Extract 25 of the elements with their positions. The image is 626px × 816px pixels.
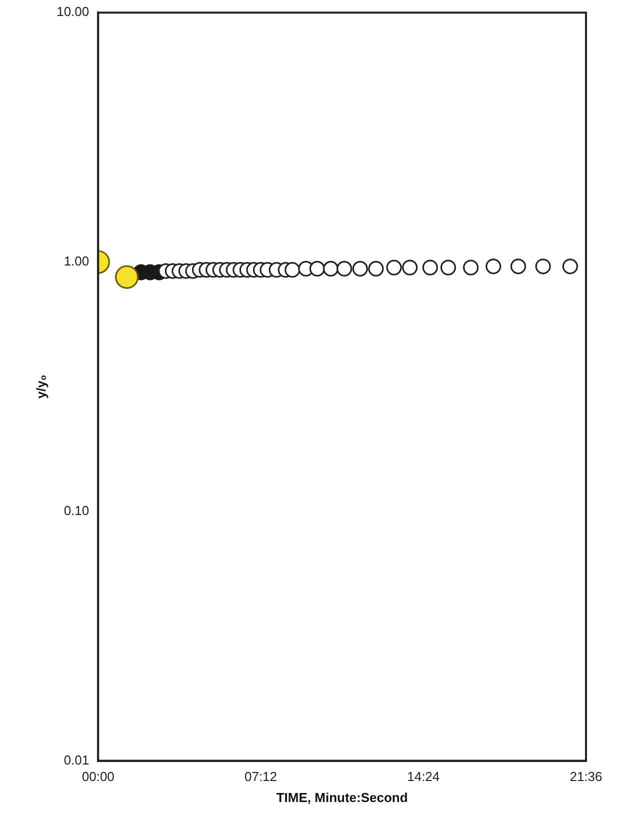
x-tick-label: 07:12 <box>244 769 278 784</box>
point <box>562 258 578 274</box>
y-tick-label: 0.01 <box>64 752 90 768</box>
x-tick-label: 21:36 <box>570 769 602 784</box>
x-tick-label: 14:24 <box>407 769 440 784</box>
point <box>386 260 402 276</box>
point <box>510 258 526 274</box>
point <box>535 258 551 274</box>
point <box>486 258 502 274</box>
point <box>352 260 368 276</box>
point <box>402 260 418 276</box>
y-axis-title: y/y₀ <box>33 374 48 399</box>
x-tick-label: 00:00 <box>82 769 114 784</box>
point <box>368 260 384 276</box>
point <box>463 260 479 276</box>
y-tick-label: 0.10 <box>64 502 90 518</box>
x-axis-title: TIME, Minute:Second <box>276 790 408 805</box>
point <box>284 262 300 278</box>
point <box>440 260 456 276</box>
y-tick-label: 1.00 <box>64 254 90 269</box>
point <box>322 260 339 276</box>
point <box>336 260 352 276</box>
y-tick-label: 10.00 <box>56 4 90 20</box>
point <box>422 260 438 276</box>
point <box>309 260 326 276</box>
